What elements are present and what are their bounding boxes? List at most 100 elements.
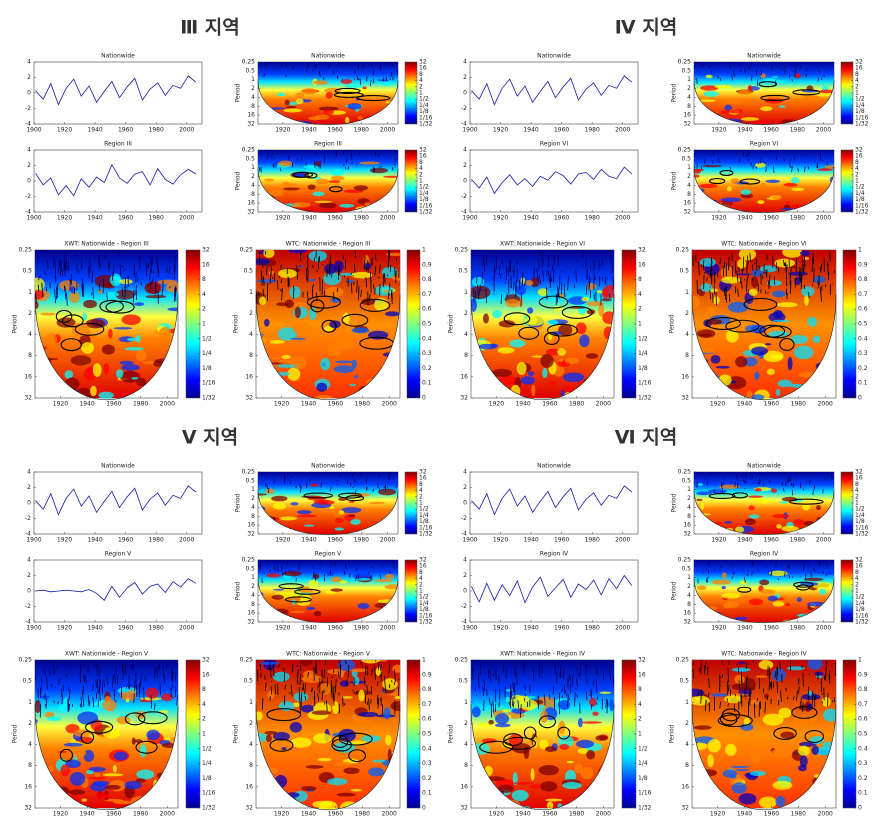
colorbar-tick-label: 0.4: [858, 745, 868, 752]
plot-title: Region V: [105, 551, 132, 558]
map-blob: [776, 524, 782, 528]
map-blob: [724, 521, 732, 524]
map-blob: [349, 384, 356, 386]
map-blob: [774, 742, 792, 749]
map-streak: [390, 75, 391, 76]
map-streak: [513, 270, 514, 272]
map-blob: [345, 117, 349, 123]
map-blob: [383, 176, 404, 178]
map-blob: [771, 488, 777, 492]
map-blob: [602, 289, 608, 299]
colorbar-tick-label: 1: [422, 657, 426, 664]
x-tick-label: 1960: [118, 215, 133, 222]
map-blob: [113, 765, 117, 773]
map-blob: [721, 197, 742, 202]
map-streak: [723, 62, 724, 63]
y-tick-label: 8: [251, 103, 255, 110]
map-blob: [728, 109, 743, 114]
y-tick-label: 0.5: [22, 268, 32, 275]
colorbar-tick-label: 1/32: [638, 395, 652, 402]
y-tick-label: 1: [687, 574, 691, 581]
map-blob: [308, 580, 318, 586]
map-blob: [81, 342, 94, 354]
map-streak: [789, 565, 790, 570]
y-tick-label: 8: [28, 352, 32, 359]
map-blob: [807, 317, 817, 327]
map-blob: [482, 738, 497, 743]
map-blob: [146, 295, 167, 298]
map-blob: [701, 348, 714, 354]
colorbar-tick-label: 0.9: [422, 671, 432, 678]
map-streak: [739, 681, 740, 689]
map-blob: [316, 179, 329, 185]
y-tick-label: 0.5: [679, 268, 689, 275]
colorbar-tick-label: 0.7: [858, 291, 868, 298]
map-blob: [330, 171, 345, 176]
map-blob: [761, 183, 765, 187]
map-blob: [290, 611, 305, 613]
map-blob: [764, 693, 769, 698]
map-blob: [283, 187, 300, 190]
map-blob: [264, 178, 274, 181]
map-streak: [574, 285, 575, 288]
y-tick-label: 8: [251, 191, 255, 198]
map-blob: [167, 307, 186, 311]
y-tick-label: 0.25: [19, 247, 33, 254]
map-blob: [122, 314, 141, 325]
map-blob: [331, 176, 345, 181]
map-blob: [711, 579, 731, 584]
plot-frame: [470, 150, 638, 212]
y-axis-label: Period: [12, 314, 19, 333]
y-tick-label: -4: [25, 619, 31, 626]
map-blob: [334, 365, 355, 373]
y-tick-label: 2: [463, 484, 467, 491]
map-blob: [772, 290, 785, 297]
map-blob: [804, 578, 824, 581]
colorbar-tick-label: 1/32: [419, 121, 433, 128]
map-blob: [722, 586, 726, 589]
colorbar-tick-label: 0.5: [858, 321, 868, 328]
colorbar-tick-label: 0.5: [422, 731, 432, 738]
map-blob: [547, 801, 554, 809]
map-blob: [545, 746, 556, 752]
map-blob: [136, 335, 141, 343]
y-tick-label: 0.25: [455, 247, 469, 254]
map-blob: [736, 769, 749, 771]
x-tick-label: 1980: [149, 127, 164, 134]
map-blob: [609, 699, 614, 712]
map-streak: [547, 287, 548, 300]
x-tick-label: 2000: [816, 537, 831, 544]
y-tick-label: 32: [683, 531, 691, 538]
map-blob: [727, 186, 732, 191]
map-blob: [308, 117, 321, 121]
map-blob: [755, 163, 766, 168]
map-blob: [297, 514, 317, 517]
x-tick-label: 1940: [523, 215, 538, 222]
x-tick-label: 2000: [382, 401, 397, 408]
plot-frame: [470, 560, 638, 622]
map-blob: [732, 668, 751, 672]
y-tick-label: 0.25: [678, 59, 692, 66]
y-tick-label: 16: [460, 783, 468, 790]
map-blob: [765, 343, 772, 345]
y-tick-label: 32: [245, 805, 253, 812]
map-blob: [794, 346, 814, 360]
map-blob: [791, 188, 804, 191]
x-tick-label: 1920: [275, 127, 290, 134]
map-blob: [527, 307, 533, 313]
x-tick-label: 2000: [615, 215, 630, 222]
map-blob: [325, 287, 344, 297]
y-tick-label: 4: [27, 557, 31, 564]
y-tick-label: 0.5: [245, 477, 255, 484]
map-blob: [285, 99, 290, 105]
map-blob: [760, 265, 777, 272]
map-blob: [695, 697, 700, 701]
plot-title: Nationwide: [537, 53, 571, 60]
map-blob: [309, 307, 316, 320]
map-blob: [749, 505, 755, 510]
x-tick-label: 2000: [615, 127, 630, 134]
map-blob: [597, 290, 603, 293]
y-tick-label: -4: [25, 209, 31, 216]
x-tick-label: 1940: [79, 401, 94, 408]
y-tick-label: 4: [463, 557, 467, 564]
